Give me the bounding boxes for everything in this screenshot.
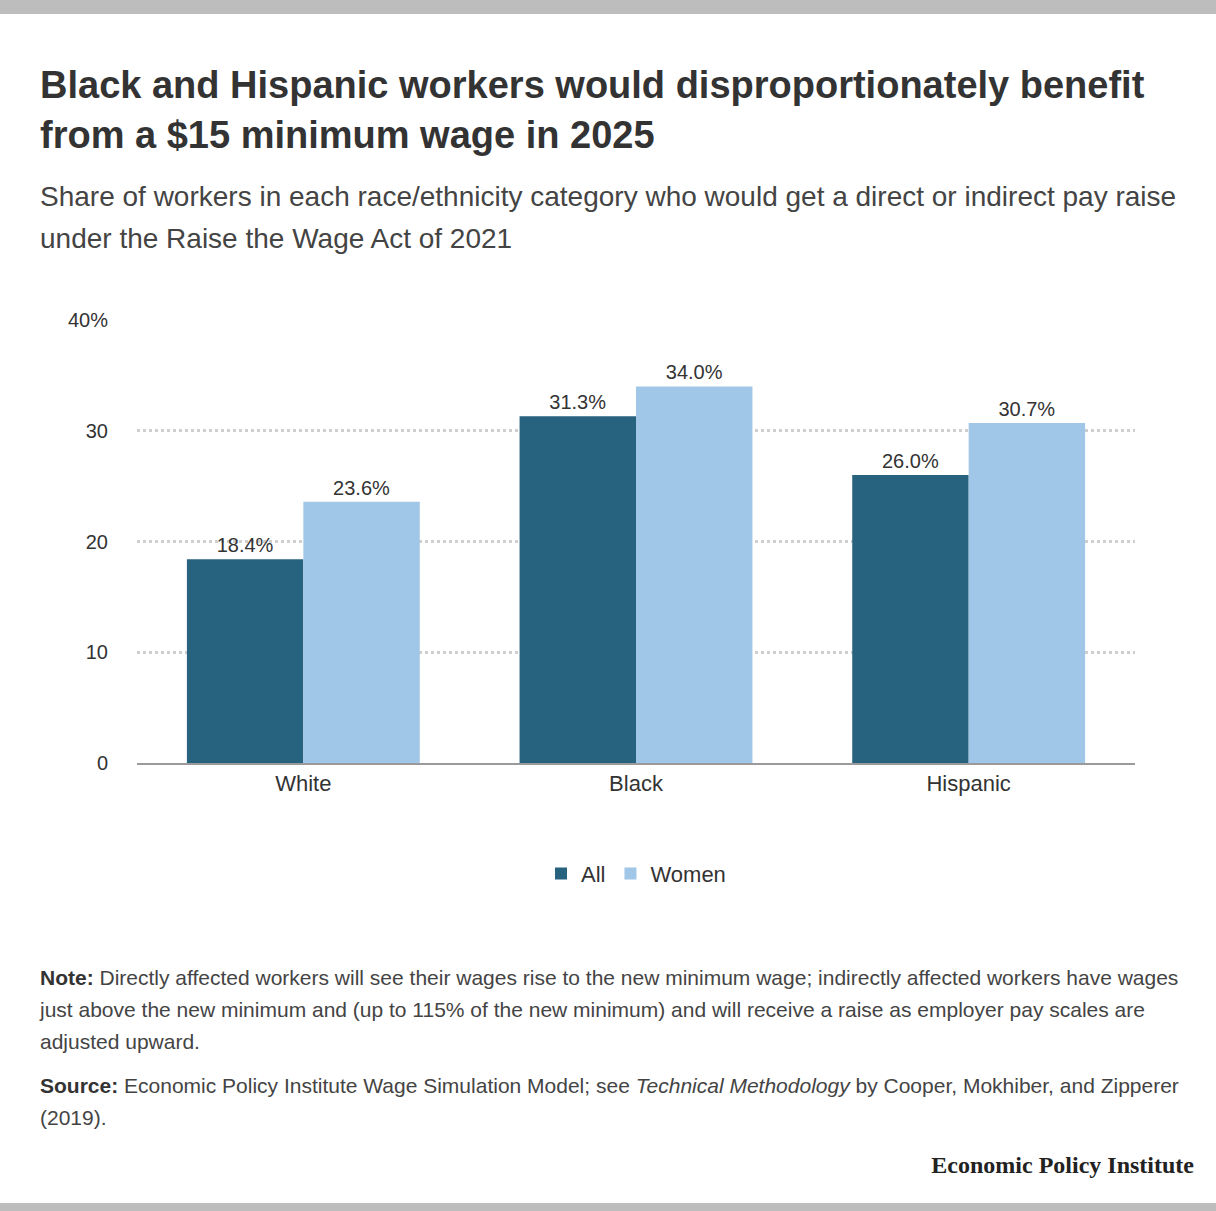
svg-text:Black: Black xyxy=(609,771,664,796)
html-text:Economic Policy Institute: Economic Policy Institute xyxy=(931,1152,1194,1178)
svg-text:20: 20 xyxy=(86,531,108,553)
svg-text:18.4%: 18.4% xyxy=(217,534,274,556)
html-text:Note: Directly affected worker: Note: Directly affected workers will see… xyxy=(40,966,1179,1053)
html-text:Share of workers in each race/: Share of workers in each race/ethnicity … xyxy=(40,181,1177,254)
svg-text:34.0%: 34.0% xyxy=(666,361,723,383)
svg-text:40%: 40% xyxy=(68,309,108,331)
svg-text:23.6%: 23.6% xyxy=(333,477,390,499)
svg-text:26.0%: 26.0% xyxy=(882,450,939,472)
svg-text:Women: Women xyxy=(650,862,725,887)
svg-text:All: All xyxy=(581,862,605,887)
svg-text:30.7%: 30.7% xyxy=(998,398,1055,420)
svg-text:10: 10 xyxy=(86,641,108,663)
html-text:Source: Economic Policy Instit: Source: Economic Policy Institute Wage S… xyxy=(40,1074,1179,1129)
svg-text:0: 0 xyxy=(97,752,108,774)
svg-text:31.3%: 31.3% xyxy=(549,391,606,413)
html-text:Black and Hispanic workers wou: Black and Hispanic workers would disprop… xyxy=(40,64,1145,156)
svg-text:Hispanic: Hispanic xyxy=(926,771,1010,796)
svg-text:30: 30 xyxy=(86,420,108,442)
svg-text:White: White xyxy=(275,771,331,796)
